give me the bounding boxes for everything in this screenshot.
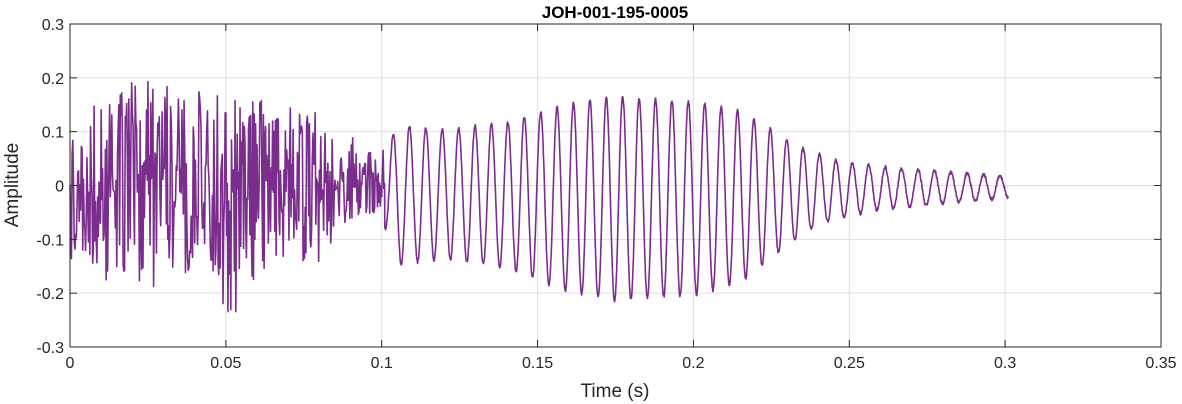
x-tick-label: 0.25 (834, 355, 865, 372)
y-tick-label: 0 (55, 179, 64, 196)
x-tick-label: 0.2 (682, 355, 704, 372)
x-tick-label: 0 (66, 355, 75, 372)
y-tick-label: -0.1 (36, 232, 64, 249)
y-tick-label: -0.2 (36, 286, 64, 303)
series-group (69, 80, 1010, 313)
y-tick-label: 0.1 (42, 125, 64, 142)
chart-title: JOH-001-195-0005 (542, 3, 688, 22)
x-axis-label: Time (s) (581, 381, 650, 402)
waveform-line (69, 80, 1010, 313)
y-tick-label: 0.2 (42, 71, 64, 88)
x-tick-label: 0.05 (210, 355, 241, 372)
y-tick-label: 0.3 (42, 17, 64, 34)
tick-marks (69, 23, 1162, 348)
y-tick-label: -0.3 (36, 340, 64, 357)
x-tick-label: 0.1 (371, 355, 393, 372)
x-tick-label: 0.3 (994, 355, 1016, 372)
y-axis-label: Amplitude (2, 143, 23, 228)
tick-labels: 0 0.05 0.1 0.15 0.2 0.25 0.3 0.35 -0.3 -0.2 -0.1 0 0… (36, 17, 1176, 372)
x-tick-label: 0.35 (1145, 355, 1176, 372)
x-tick-label: 0.15 (522, 355, 553, 372)
